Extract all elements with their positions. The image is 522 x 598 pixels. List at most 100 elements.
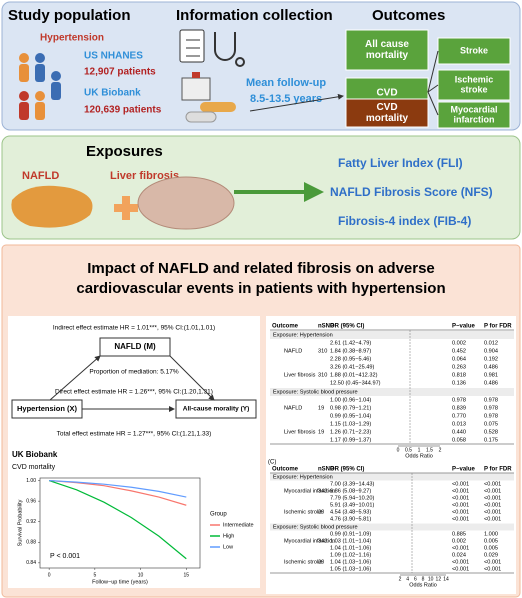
cell: <0.001 [452,516,469,522]
label: Mean follow-up [246,77,326,89]
cell: Ischemic stroke [284,559,323,565]
heading: cardiovascular events in patients with h… [76,280,445,297]
cell: 0.192 [484,356,498,362]
cell: 20 [318,559,324,565]
cell: 2.61 (1.42−4.79) [330,340,371,346]
cell: <0.001 [484,488,501,494]
table-header: OR (95% CI) [330,324,364,330]
cell: 0.002 [452,340,466,346]
cell: 0.981 [484,372,498,378]
cell: <0.001 [484,502,501,508]
cell: 1.26 (0.71−2.23) [330,429,371,435]
cell: 0.978 [452,397,466,403]
tissue-icon [137,176,235,230]
chart-title: UK Biobank [12,450,58,459]
cell: 1.88 (0.01−412.32) [330,372,378,378]
cell: <0.001 [452,566,469,572]
axis-tick-label: 0 [397,447,400,453]
axis-label: Odds Ratio [409,582,437,588]
cell: <0.001 [484,495,501,501]
table-header: P−value [452,324,476,330]
cell: <0.001 [484,516,501,522]
y-tick-label: 0.84 [26,560,36,566]
outcome-label: Stroke [460,45,488,55]
section-title: Exposure: Systolic blood pressure [273,524,358,530]
table-header: OR (95% CI) [330,467,364,473]
y-tick-label: 0.96 [26,498,36,504]
card [8,316,260,588]
cell: <0.001 [452,481,469,487]
liver-icon [11,185,93,228]
cell: 0.024 [452,552,466,558]
cell: 0.486 [484,380,498,386]
plus-icon [114,196,138,220]
axis-tick-label: 1.5 [426,447,433,453]
cell: 20 [318,509,324,515]
cell: 7.79 (5.94−10.20) [330,495,374,501]
cell: 0.486 [484,364,498,370]
cell: 0.98 (0.79−1.21) [330,405,371,411]
cell: 0.064 [452,356,466,362]
cell: <0.001 [452,509,469,515]
chart-subtitle: CVD mortality [12,464,56,471]
section-band [270,388,514,396]
cell: Myocardial infarction [284,488,335,494]
label: NAFLD [22,170,59,182]
section-band [270,523,514,531]
cell: 0.012 [484,340,498,346]
cell: Myocardial infarction [284,538,335,544]
cell: 1.09 (1.02−1.16) [330,552,371,558]
cell: 0.263 [452,364,466,370]
axis-tick-label: 12 [436,576,442,582]
cell: 1.04 (1.03−1.06) [330,559,371,565]
label: Fatty Liver Index (FLI) [338,156,463,170]
cell: NAFLD [284,405,302,411]
table-header: P for FDR [484,324,512,330]
section-title: Exposure: Hypertension [273,332,333,338]
survival-curve [48,480,187,560]
outcome-boxes: All causemortalityCVDCVDmortalityStrokeI… [345,29,511,129]
cell: 0.013 [452,421,466,427]
outcome-box [437,37,511,65]
cell: <0.001 [452,488,469,494]
cell: <0.001 [452,559,469,565]
y-tick-label: 1.00 [26,478,36,484]
label: Hypertension [40,33,104,44]
cell: 0.978 [484,405,498,411]
heading: Information collection [176,7,333,24]
panel-bg [1,135,521,240]
cell: 1.04 (1.01−1.06) [330,545,371,551]
legend-label: High [223,533,234,539]
connector [427,50,439,93]
cell: 0.440 [452,429,466,435]
section-title: Exposure: Systolic blood pressure [273,389,358,395]
cell: 0.978 [484,413,498,419]
cell: 0.885 [452,531,466,537]
table-header: nSNP [318,324,334,330]
label: Total effect estimate HR = 1.27***, 95% … [57,431,212,438]
legend-label: Low [223,544,233,550]
label: US NHANES [84,51,143,62]
cell: NAFLD [284,348,302,354]
label: 8.5-13.5 years [250,93,322,105]
x-axis-label: Follow−up time (years) [92,579,148,585]
cell: <0.001 [452,502,469,508]
cell: 0.818 [452,372,466,378]
connector [427,91,439,116]
survival-curve [49,479,187,498]
cell: 1.05 (1.03−1.06) [330,566,371,572]
axis-tick-label: 2 [439,447,442,453]
outcome-box [437,101,511,129]
cell: 0.770 [452,413,466,419]
km-chart: UK Biobank CVD mortality 1.00 0.96 0.92 0.88 0… [12,450,254,585]
x-tick-label: 0 [48,572,51,578]
icons [179,29,245,123]
label: Fibrosis-4 index (FIB-4) [338,214,471,228]
cell: 0.99 (0.91−1.09) [330,531,371,537]
cell: 6.86 (5.08−9.27) [330,488,371,494]
legend-label: Intermediate [223,522,254,528]
outcome-label: All cause [365,39,409,50]
cell: 1.00 (0.96−1.04) [330,397,371,403]
section-title: Exposure: Hypertension [273,474,333,480]
